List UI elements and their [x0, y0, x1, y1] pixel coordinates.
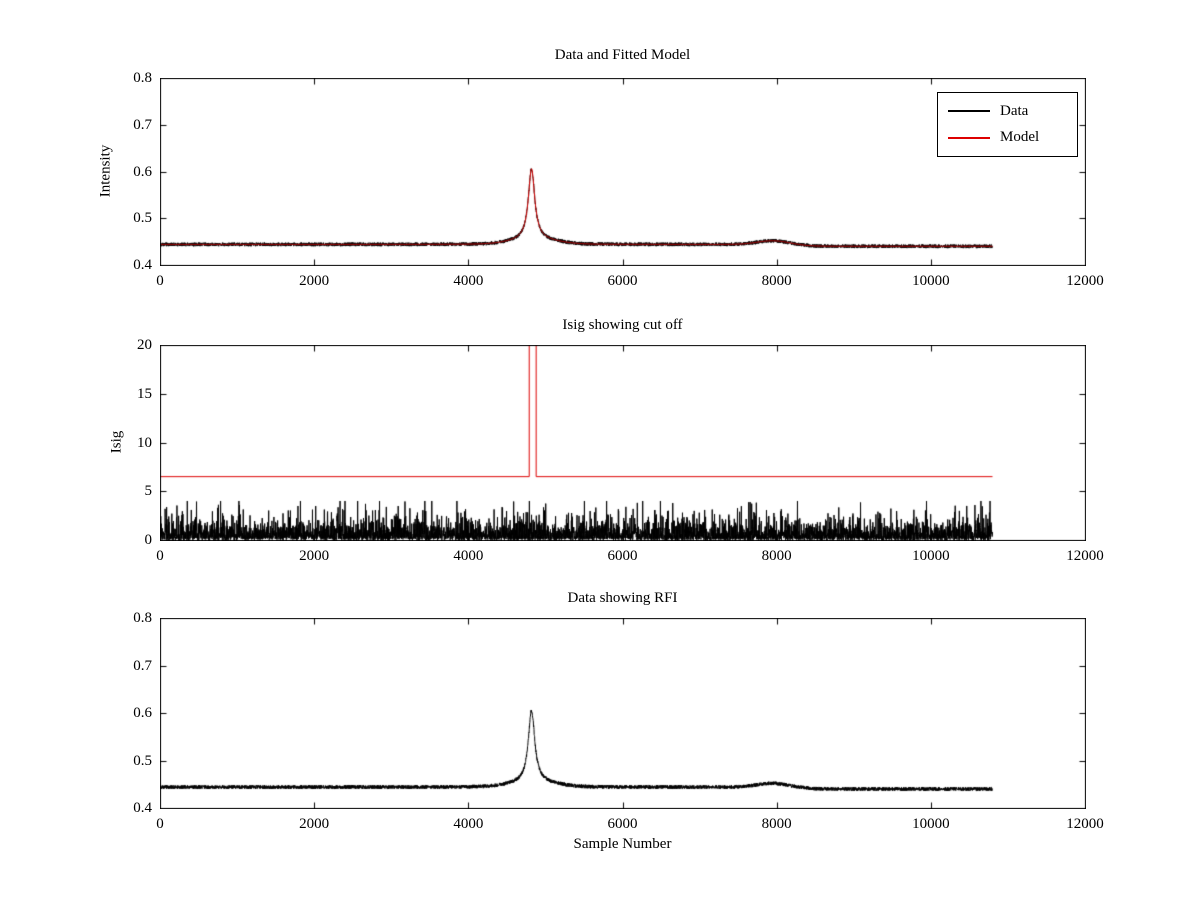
x-tick-label: 6000 [607, 273, 638, 289]
chart-title: Data showing RFI [567, 590, 678, 606]
legend-entry-data: Data [948, 98, 1067, 124]
y-tick-label: 15 [137, 385, 152, 402]
chart-title: Data and Fitted Model [554, 47, 691, 63]
x-tick-label: 2000 [299, 816, 330, 832]
x-tick-label: 0 [156, 816, 164, 832]
x-tick-label: 12000 [1066, 273, 1104, 289]
x-tick-label: 2000 [299, 548, 330, 564]
y-tick-label: 0.7 [133, 116, 152, 133]
legend-line-sample [948, 136, 990, 139]
x-tick-label: 4000 [453, 816, 484, 832]
y-tick-label: 10 [137, 434, 152, 451]
y-tick-label: 0.6 [133, 705, 152, 721]
x-tick-label: 10000 [912, 816, 950, 832]
chart-title: Isig showing cut off [562, 317, 683, 333]
y-tick-label: 20 [137, 337, 152, 353]
x-tick-label: 6000 [607, 816, 638, 832]
x-tick-label: 10000 [912, 273, 950, 289]
y-tick-label: 0 [144, 532, 153, 548]
y-tick-label: 0.4 [133, 257, 152, 273]
y-tick-label: 0.4 [133, 800, 152, 816]
x-tick-label: 8000 [761, 816, 792, 832]
legend-label: Model [1000, 129, 1040, 146]
x-tick-label: 10000 [912, 548, 950, 564]
y-tick-label: 0.8 [133, 610, 152, 626]
legend: Data Model [937, 92, 1078, 157]
legend-label: Data [1000, 102, 1029, 119]
x-tick-label: 4000 [453, 548, 484, 564]
x-tick-label: 0 [156, 548, 164, 564]
x-axis-label: Sample Number [573, 836, 672, 852]
plot-area [160, 618, 1086, 809]
x-tick-label: 12000 [1066, 816, 1104, 832]
x-tick-label: 6000 [607, 548, 638, 564]
x-tick-label: 12000 [1066, 548, 1104, 564]
y-tick-label: 5 [144, 483, 153, 500]
plot-area [160, 78, 1086, 266]
x-tick-label: 4000 [453, 273, 484, 289]
x-tick-label: 8000 [761, 548, 792, 564]
y-tick-label: 0.5 [133, 752, 152, 769]
x-tick-label: 2000 [299, 273, 330, 289]
y-tick-label: 0.8 [133, 70, 152, 86]
x-tick-label: 0 [156, 273, 164, 289]
plot-area [160, 345, 1086, 541]
y-tick-label: 0.7 [133, 657, 152, 674]
legend-line-sample [948, 110, 990, 113]
x-tick-label: 8000 [761, 273, 792, 289]
y-tick-label: 0.6 [133, 163, 152, 180]
y-tick-label: 0.5 [133, 210, 152, 227]
legend-entry-model: Model [948, 125, 1067, 151]
